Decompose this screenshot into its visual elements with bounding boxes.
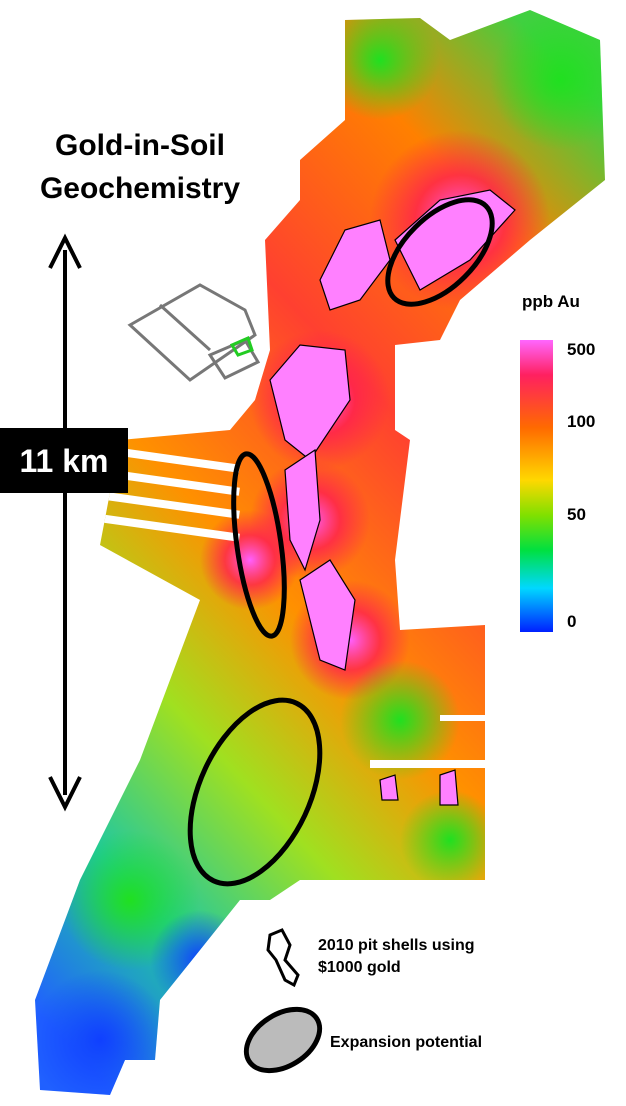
colorbar-label: 50 (567, 505, 586, 524)
colorbar-label: 0 (567, 612, 576, 631)
site-outline (130, 285, 258, 380)
legend-label: Expansion potential (330, 1034, 482, 1051)
title-line: Gold-in-Soil (55, 129, 225, 162)
colorbar-label: 100 (567, 412, 595, 431)
legend: 2010 pit shells using $1000 gold Expansi… (235, 930, 482, 1083)
scale-label: 11 km (20, 443, 109, 479)
map-figure: 11 km Gold-in-Soil Geochemistry ppb Au 5… (0, 0, 626, 1106)
legend-label: 2010 pit shells using (318, 937, 475, 954)
colorbar-label: 500 (567, 340, 595, 359)
legend-label: $1000 gold (318, 959, 401, 976)
colorbar-title: ppb Au (522, 292, 580, 311)
colorbar: ppb Au 500 100 50 0 (520, 292, 595, 632)
title-line: Geochemistry (40, 172, 240, 205)
